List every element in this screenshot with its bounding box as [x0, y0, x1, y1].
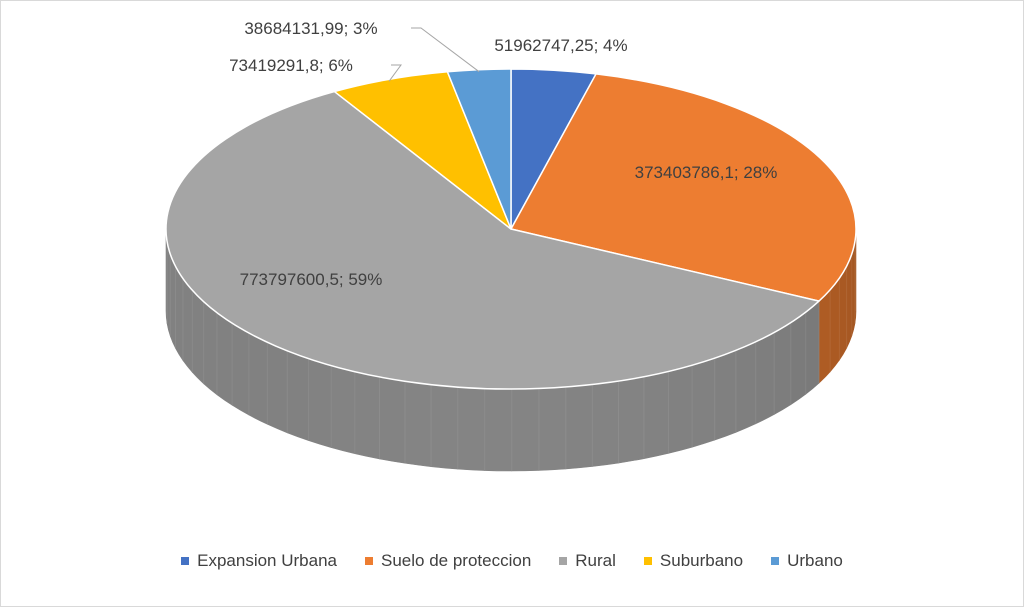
- legend-swatch: [771, 557, 780, 565]
- pie-slice-rural: [165, 90, 820, 390]
- data-label-rural: 773797600,5; 59%: [240, 270, 383, 289]
- pie-side-suelo-de-proteccion: [818, 228, 857, 384]
- legend-swatch: [365, 557, 373, 565]
- legend-item-suelo-de-proteccion: Suelo de proteccion: [365, 551, 531, 571]
- legend: Expansion Urbana Suelo de proteccion Rural…: [1, 551, 1023, 571]
- legend-label: Suburbano: [659, 551, 744, 570]
- data-label-suelo-de-proteccion: 373403786,1; 28%: [635, 163, 778, 182]
- legend-item-suburbano: Suburbano: [643, 551, 744, 571]
- legend-swatch: [181, 557, 190, 565]
- legend-label: Expansion Urbana: [197, 551, 337, 570]
- legend-swatch: [643, 557, 652, 565]
- legend-item-expansion-urbana: Expansion Urbana: [181, 551, 337, 571]
- legend-label: Suelo de proteccion: [381, 551, 532, 570]
- pie-slice-suelo-de-proteccion: [510, 73, 857, 302]
- leader-line-suburbano: [388, 64, 402, 82]
- pie-chart: 51962747,25; 4% 373403786,1; 28% 773797600…: [165, 19, 857, 472]
- legend-item-urbano: Urbano: [771, 551, 843, 571]
- pie-slice-urbano: [446, 68, 512, 230]
- legend-label: Rural: [575, 551, 616, 570]
- leader-line-urbano: [411, 27, 480, 73]
- data-label-urbano: 38684131,99; 3%: [244, 19, 377, 38]
- legend-item-rural: Rural: [559, 551, 616, 571]
- data-label-expansion-urbana: 51962747,25; 4%: [494, 36, 627, 55]
- pie-side-rural: [165, 228, 820, 472]
- legend-label: Urbano: [787, 551, 843, 570]
- legend-swatch: [559, 557, 568, 565]
- data-label-suburbano: 73419291,8; 6%: [229, 56, 353, 75]
